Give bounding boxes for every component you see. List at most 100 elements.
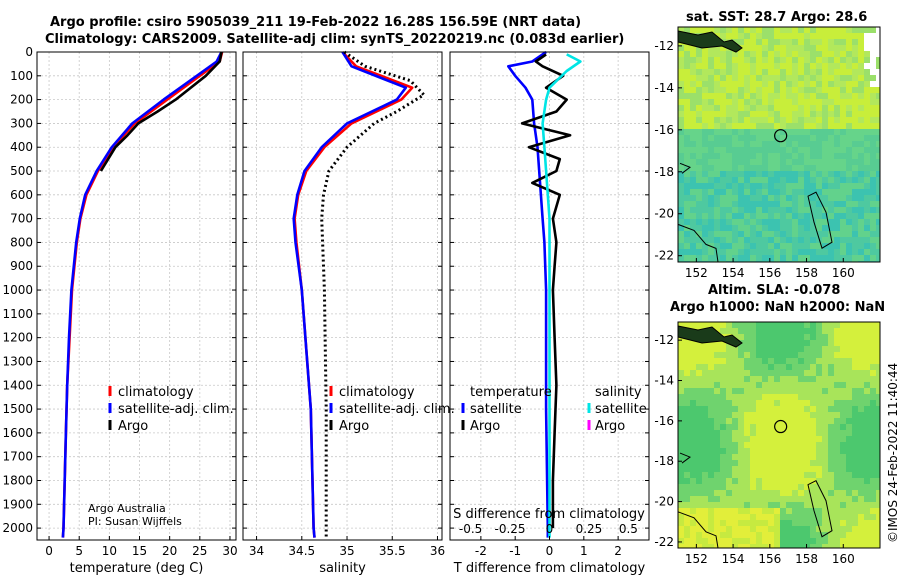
- map-cell: [852, 219, 858, 225]
- map-cell: [828, 508, 834, 514]
- map-cell: [768, 75, 774, 81]
- map-cell: [810, 141, 816, 147]
- map-cell: [816, 249, 822, 255]
- map-cell: [834, 39, 840, 45]
- map-cell: [768, 448, 774, 454]
- map-cell: [696, 340, 702, 346]
- map-cell: [750, 45, 756, 51]
- map-cell: [744, 364, 750, 370]
- map-cell: [816, 436, 822, 442]
- map-cell: [696, 418, 702, 424]
- map-cell: [858, 424, 864, 430]
- map-cell: [768, 123, 774, 129]
- map-cell: [798, 243, 804, 249]
- map-cell: [858, 448, 864, 454]
- map-cell: [756, 520, 762, 526]
- map-cell: [852, 117, 858, 123]
- map-cell: [876, 147, 880, 153]
- map-cell: [822, 490, 828, 496]
- map-cell: [756, 448, 762, 454]
- map-cell: [876, 412, 880, 418]
- map-cell: [858, 442, 864, 448]
- map-cell: [678, 478, 684, 484]
- map-cell: [852, 544, 858, 548]
- map-cell: [858, 63, 864, 69]
- map-cell: [690, 484, 696, 490]
- map-cell: [750, 460, 756, 466]
- sst-map-title: sat. SST: 28.7 Argo: 28.6: [686, 10, 868, 25]
- map-y-tick-label: -18: [654, 454, 674, 468]
- map-cell: [858, 165, 864, 171]
- map-cell: [846, 418, 852, 424]
- map-cell: [696, 75, 702, 81]
- map-cell: [678, 159, 684, 165]
- map-cell: [756, 454, 762, 460]
- map-cell: [840, 526, 846, 532]
- map-cell: [810, 249, 816, 255]
- map-cell: [786, 183, 792, 189]
- map-cell: [702, 520, 708, 526]
- map-cell: [696, 213, 702, 219]
- map-cell: [714, 364, 720, 370]
- map-cell: [864, 33, 870, 39]
- map-cell: [792, 69, 798, 75]
- map-cell: [876, 171, 880, 177]
- map-cell: [786, 490, 792, 496]
- map-cell: [846, 111, 852, 117]
- map-cell: [840, 99, 846, 105]
- map-cell: [750, 472, 756, 478]
- map-cell: [834, 195, 840, 201]
- map-cell: [684, 352, 690, 358]
- map-cell: [714, 195, 720, 201]
- map-cell: [750, 201, 756, 207]
- map-cell: [726, 502, 732, 508]
- map-cell: [840, 87, 846, 93]
- map-cell: [804, 526, 810, 532]
- map-cell: [696, 436, 702, 442]
- map-cell: [828, 532, 834, 538]
- map-cell: [786, 177, 792, 183]
- map-cell: [762, 322, 768, 328]
- map-cell: [840, 388, 846, 394]
- map-cell: [732, 532, 738, 538]
- map-cell: [714, 147, 720, 153]
- map-cell: [708, 183, 714, 189]
- map-cell: [810, 454, 816, 460]
- map-cell: [816, 514, 822, 520]
- map-cell: [876, 424, 880, 430]
- map-cell: [810, 442, 816, 448]
- map-cell: [846, 334, 852, 340]
- map-cell: [780, 496, 786, 502]
- map-cell: [690, 27, 696, 33]
- map-cell: [786, 442, 792, 448]
- map-cell: [846, 340, 852, 346]
- map-cell: [840, 33, 846, 39]
- map-cell: [702, 490, 708, 496]
- map-cell: [828, 243, 834, 249]
- map-cell: [810, 159, 816, 165]
- map-cell: [798, 231, 804, 237]
- map-cell: [750, 147, 756, 153]
- map-cell: [864, 496, 870, 502]
- map-cell: [702, 135, 708, 141]
- map-cell: [852, 165, 858, 171]
- map-cell: [768, 171, 774, 177]
- map-cell: [852, 105, 858, 111]
- map-cell: [792, 81, 798, 87]
- map-cell: [870, 472, 876, 478]
- sla-map-title-line2: Argo h1000: NaN h2000: NaN: [670, 300, 886, 315]
- map-cell: [768, 520, 774, 526]
- map-cell: [864, 442, 870, 448]
- map-cell: [858, 532, 864, 538]
- map-cell: [786, 165, 792, 171]
- map-cell: [696, 207, 702, 213]
- map-cell: [762, 231, 768, 237]
- map-cell: [732, 177, 738, 183]
- map-cell: [828, 370, 834, 376]
- map-cell: [714, 484, 720, 490]
- map-cell: [774, 412, 780, 418]
- map-cell: [678, 514, 684, 520]
- legend-entry-label: climatology: [118, 385, 194, 400]
- map-cell: [834, 412, 840, 418]
- map-cell: [816, 364, 822, 370]
